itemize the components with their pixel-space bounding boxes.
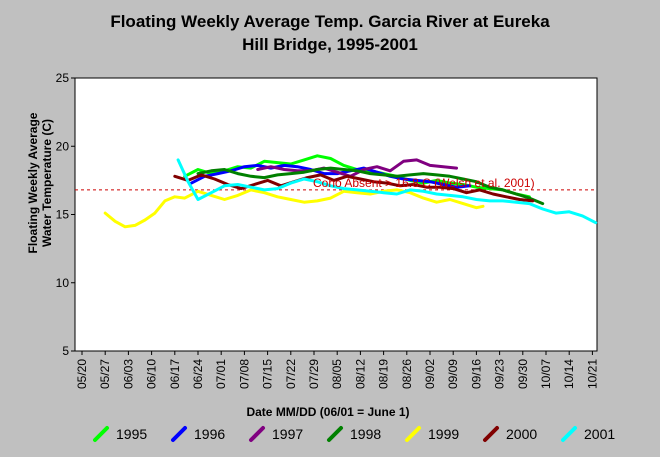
legend-label: 1996 bbox=[194, 426, 226, 442]
legend-swatch bbox=[249, 426, 265, 442]
x-tick-label: 10/07 bbox=[539, 359, 553, 389]
legend-item-1996: 1996 bbox=[170, 425, 248, 443]
x-axis: 05/20 05/27 06/03 06/10 06/17 06/24 07/01 07/08… bbox=[75, 351, 599, 389]
plot-area bbox=[74, 77, 598, 352]
legend-item-2000: 2000 bbox=[482, 425, 560, 443]
legend-swatch bbox=[93, 426, 109, 442]
legend-item-1995: 1995 bbox=[92, 425, 170, 443]
y-tick-label: 25 bbox=[56, 71, 70, 85]
x-tick-label: 08/26 bbox=[400, 359, 414, 389]
x-tick-label: 09/02 bbox=[423, 359, 437, 389]
series-line-1999 bbox=[103, 188, 485, 229]
legend-item-1998: 1998 bbox=[326, 425, 404, 443]
legend-label: 1995 bbox=[116, 426, 148, 442]
x-axis-label: Date MM/DD (06/01 = June 1) bbox=[246, 405, 409, 419]
series-line-2000 bbox=[173, 173, 535, 203]
legend-item-2001: 2001 bbox=[560, 425, 638, 443]
chart-title-line-2: Hill Bridge, 1995-2001 bbox=[242, 35, 418, 54]
legend-label: 2000 bbox=[506, 426, 538, 442]
legend-item-1999: 1999 bbox=[404, 425, 482, 443]
x-tick-label: 07/29 bbox=[307, 359, 321, 389]
y-axis: 5 10 15 20 25 bbox=[56, 71, 75, 358]
x-tick-label: 06/03 bbox=[121, 359, 135, 389]
chart-title: Floating Weekly Average Temp. Garcia Riv… bbox=[0, 10, 660, 56]
x-tick-label: 08/05 bbox=[330, 359, 344, 389]
legend-swatch bbox=[405, 426, 421, 442]
y-tick-label: 5 bbox=[62, 344, 69, 358]
x-tick-label: 10/14 bbox=[562, 359, 576, 389]
x-tick-label: 09/23 bbox=[493, 359, 507, 389]
x-tick-label: 06/24 bbox=[191, 359, 205, 389]
series-line-2001 bbox=[176, 158, 598, 225]
legend-swatch bbox=[561, 426, 577, 442]
legend-swatch bbox=[171, 426, 187, 442]
x-tick-label: 06/17 bbox=[168, 359, 182, 389]
x-tick-label: 06/10 bbox=[145, 359, 159, 389]
x-tick-label: 05/27 bbox=[98, 359, 112, 389]
x-tick-label: 09/16 bbox=[469, 359, 483, 389]
chart-title-line-1: Floating Weekly Average Temp. Garcia Riv… bbox=[110, 12, 550, 31]
series-line-1996 bbox=[189, 163, 472, 189]
x-tick-label: 10/21 bbox=[585, 359, 599, 389]
y-tick-label: 15 bbox=[56, 208, 70, 222]
x-tick-label: 08/19 bbox=[377, 359, 391, 389]
series-line-1997 bbox=[256, 158, 458, 178]
y-tick-label: 10 bbox=[56, 276, 70, 290]
x-tick-label: 07/01 bbox=[214, 359, 228, 389]
x-tick-label: 07/08 bbox=[237, 359, 251, 389]
legend-label: 1999 bbox=[428, 426, 460, 442]
legend-label: 1997 bbox=[272, 426, 304, 442]
series-group bbox=[103, 154, 598, 229]
legend: 1995 1996 1997 1998 1999 2000 2001 bbox=[92, 422, 638, 446]
legend-label: 2001 bbox=[584, 426, 616, 442]
series-line-1998 bbox=[196, 166, 545, 206]
x-tick-label: 07/22 bbox=[284, 359, 298, 389]
y-axis-label-line-1: Floating Weekly Average bbox=[26, 112, 40, 253]
legend-item-1997: 1997 bbox=[248, 425, 326, 443]
x-tick-label: 08/12 bbox=[353, 359, 367, 389]
reference-line-label: Coho Absent > 16.8 C (Welsh et al. 2001) bbox=[313, 176, 535, 190]
legend-label: 1998 bbox=[350, 426, 382, 442]
legend-swatch bbox=[327, 426, 343, 442]
x-tick-label: 09/30 bbox=[516, 359, 530, 389]
y-tick-label: 20 bbox=[56, 139, 70, 153]
legend-swatch bbox=[483, 426, 499, 442]
y-axis-label-line-2: Water Temperature (C) bbox=[40, 119, 54, 247]
x-tick-label: 05/20 bbox=[75, 359, 89, 389]
x-tick-label: 07/15 bbox=[261, 359, 275, 389]
x-tick-label: 09/09 bbox=[446, 359, 460, 389]
